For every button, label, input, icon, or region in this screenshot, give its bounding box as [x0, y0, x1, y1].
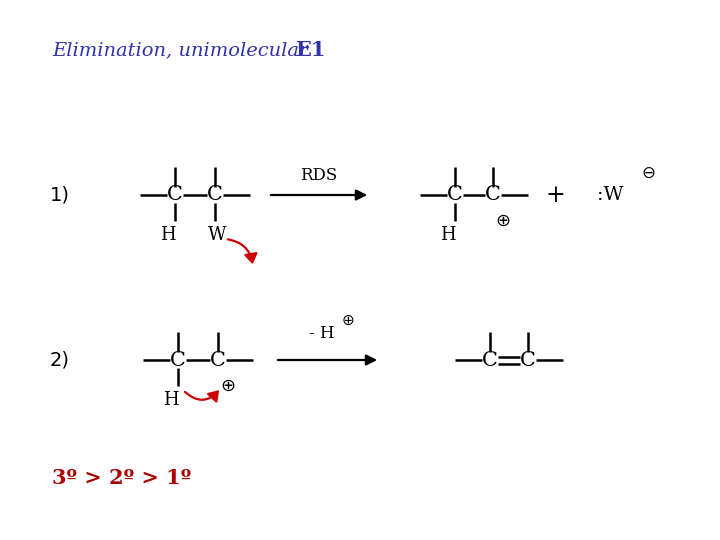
- Text: C: C: [210, 350, 226, 369]
- Text: - H: - H: [310, 326, 335, 342]
- Text: ⊕: ⊕: [341, 313, 354, 327]
- Text: H: H: [160, 226, 176, 244]
- Text: +: +: [545, 184, 565, 206]
- Text: C: C: [482, 350, 498, 369]
- Text: C: C: [170, 350, 186, 369]
- Text: C: C: [485, 186, 501, 205]
- Text: 2): 2): [50, 350, 70, 369]
- Text: ⊕: ⊕: [220, 377, 235, 395]
- Text: 3º > 2º > 1º: 3º > 2º > 1º: [52, 468, 192, 488]
- Text: 1): 1): [50, 186, 70, 205]
- Text: C: C: [447, 186, 463, 205]
- Text: C: C: [520, 350, 536, 369]
- Text: C: C: [207, 186, 223, 205]
- Text: H: H: [163, 391, 179, 409]
- Text: E1: E1: [295, 40, 325, 60]
- Text: :W: :W: [597, 186, 624, 204]
- Text: RDS: RDS: [300, 166, 338, 184]
- Text: Elimination, unimolecular: Elimination, unimolecular: [52, 41, 308, 59]
- Text: W: W: [208, 226, 226, 244]
- Text: H: H: [440, 226, 456, 244]
- Text: C: C: [167, 186, 183, 205]
- FancyArrowPatch shape: [185, 392, 218, 401]
- Text: ⊕: ⊕: [495, 212, 510, 230]
- FancyArrowPatch shape: [228, 239, 256, 262]
- Text: ⊖: ⊖: [641, 164, 655, 182]
